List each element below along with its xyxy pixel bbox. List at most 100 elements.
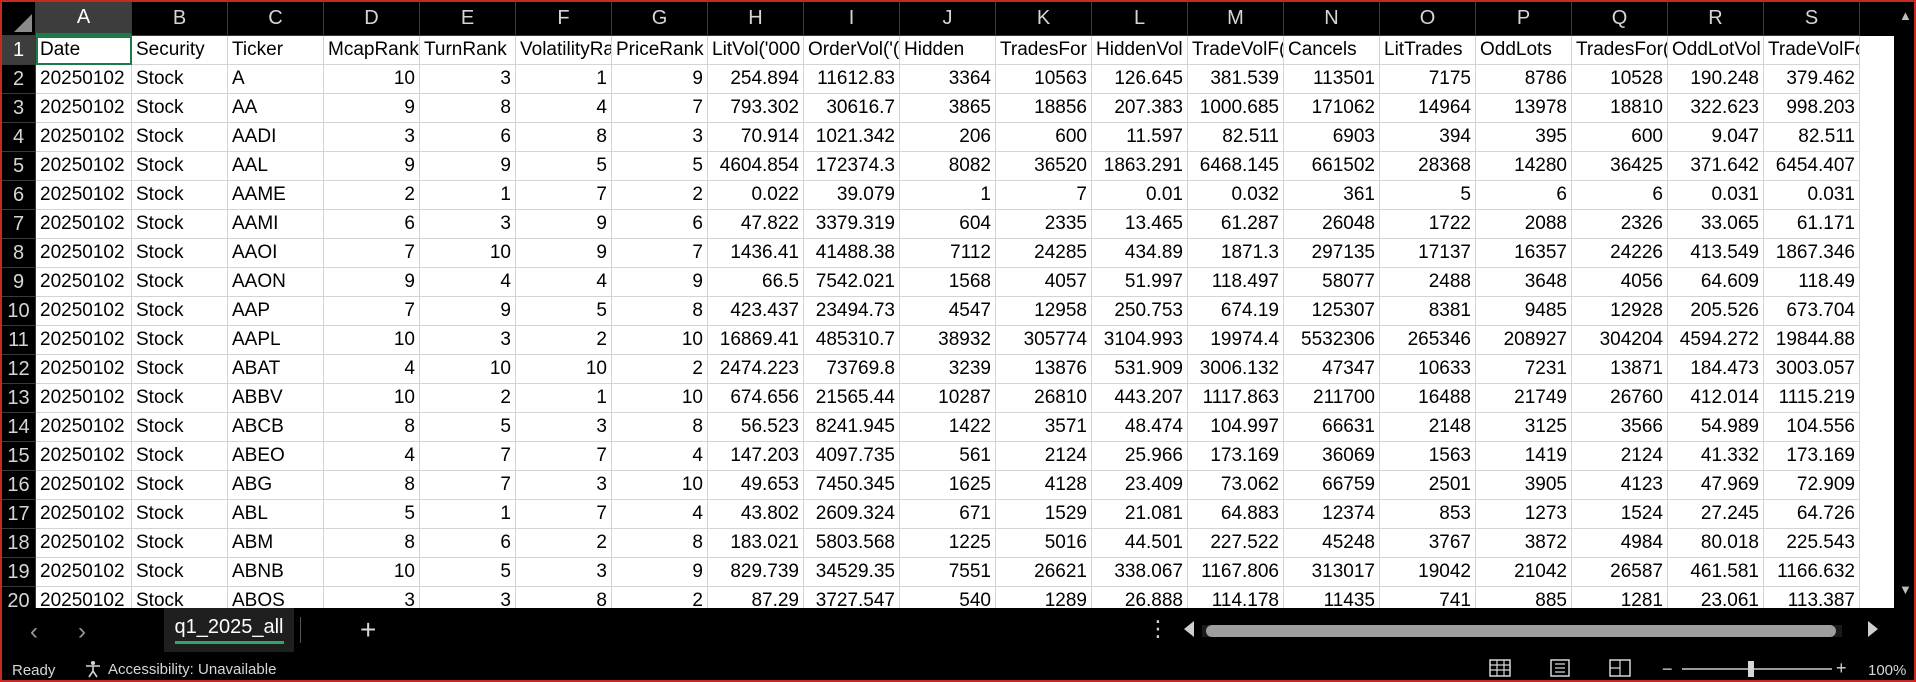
data-cell[interactable]: 8786 [1476,65,1572,94]
data-cell[interactable]: 3379.319 [804,210,900,239]
data-cell[interactable]: 0.022 [708,181,804,210]
data-cell[interactable]: 7 [516,181,612,210]
data-cell[interactable]: 395 [1476,123,1572,152]
header-cell[interactable]: LitTrades [1380,36,1476,65]
column-header-e[interactable]: E [420,2,516,36]
data-cell[interactable]: 3865 [900,94,996,123]
data-cell[interactable]: 5 [516,297,612,326]
row-header[interactable]: 10 [2,297,36,326]
data-cell[interactable]: 305774 [996,326,1092,355]
data-cell[interactable]: 2 [612,355,708,384]
data-cell[interactable]: 423.437 [708,297,804,326]
zoom-in-button[interactable]: + [1836,658,1847,678]
data-cell[interactable]: 43.802 [708,500,804,529]
data-cell[interactable]: 3 [324,587,420,608]
data-cell[interactable]: 113.387 [1764,587,1860,608]
data-cell[interactable]: 118.49 [1764,268,1860,297]
data-cell[interactable]: 413.549 [1668,239,1764,268]
data-cell[interactable]: 5 [420,413,516,442]
column-header-h[interactable]: H [708,2,804,36]
data-cell[interactable]: 10287 [900,384,996,413]
data-cell[interactable]: 7 [324,239,420,268]
data-cell[interactable]: 114.178 [1188,587,1284,608]
scroll-down-icon[interactable]: ▼ [1899,582,1912,597]
data-cell[interactable]: 9 [420,152,516,181]
data-cell[interactable]: Stock [132,210,228,239]
data-cell[interactable]: ABCB [228,413,324,442]
data-cell[interactable]: 7 [996,181,1092,210]
data-cell[interactable]: 9 [612,558,708,587]
data-cell[interactable]: 13.465 [1092,210,1188,239]
data-cell[interactable]: 20250102 [36,94,132,123]
data-cell[interactable]: 10 [324,384,420,413]
data-cell[interactable]: 19042 [1380,558,1476,587]
header-cell[interactable]: Cancels [1284,36,1380,65]
data-cell[interactable]: 338.067 [1092,558,1188,587]
column-header-m[interactable]: M [1188,2,1284,36]
row-header[interactable]: 20 [2,587,36,608]
data-cell[interactable]: 13871 [1572,355,1668,384]
header-cell[interactable]: Ticker [228,36,324,65]
data-cell[interactable]: 8 [612,413,708,442]
data-cell[interactable]: 24285 [996,239,1092,268]
data-cell[interactable]: 20250102 [36,152,132,181]
data-cell[interactable]: 66.5 [708,268,804,297]
data-cell[interactable]: 26810 [996,384,1092,413]
data-cell[interactable]: 147.203 [708,442,804,471]
data-cell[interactable]: 173.169 [1764,442,1860,471]
data-cell[interactable]: 1289 [996,587,1092,608]
data-cell[interactable]: 206 [900,123,996,152]
data-cell[interactable]: 126.645 [1092,65,1188,94]
data-cell[interactable]: 10 [612,471,708,500]
data-cell[interactable]: 2335 [996,210,1092,239]
data-cell[interactable]: 47347 [1284,355,1380,384]
data-cell[interactable]: 1021.342 [804,123,900,152]
data-cell[interactable]: 30616.7 [804,94,900,123]
column-header-j[interactable]: J [900,2,996,36]
row-header[interactable]: 14 [2,413,36,442]
data-cell[interactable]: 20250102 [36,471,132,500]
data-cell[interactable]: 10528 [1572,65,1668,94]
data-cell[interactable]: 1867.346 [1764,239,1860,268]
data-cell[interactable]: 2148 [1380,413,1476,442]
data-cell[interactable]: 9485 [1476,297,1572,326]
data-cell[interactable]: 1436.41 [708,239,804,268]
data-cell[interactable]: Stock [132,442,228,471]
data-cell[interactable]: 250.753 [1092,297,1188,326]
add-sheet-button[interactable]: + [360,614,377,645]
data-cell[interactable]: 7 [324,297,420,326]
data-cell[interactable]: Stock [132,384,228,413]
data-cell[interactable]: 1871.3 [1188,239,1284,268]
data-cell[interactable]: 4 [612,500,708,529]
data-cell[interactable]: 3364 [900,65,996,94]
header-cell[interactable]: TurnRank [420,36,516,65]
header-cell[interactable]: McapRank [324,36,420,65]
data-cell[interactable]: 8 [612,529,708,558]
data-cell[interactable]: 2501 [1380,471,1476,500]
data-cell[interactable]: 66631 [1284,413,1380,442]
data-cell[interactable]: 20250102 [36,442,132,471]
data-cell[interactable]: 17137 [1380,239,1476,268]
data-cell[interactable]: ABG [228,471,324,500]
row-header[interactable]: 3 [2,94,36,123]
data-cell[interactable]: Stock [132,94,228,123]
column-header-d[interactable]: D [324,2,420,36]
data-cell[interactable]: Stock [132,355,228,384]
data-cell[interactable]: 9 [324,94,420,123]
header-cell[interactable]: OrderVol('( [804,36,900,65]
data-cell[interactable]: 3104.993 [1092,326,1188,355]
data-cell[interactable]: AAOI [228,239,324,268]
data-cell[interactable]: 20250102 [36,558,132,587]
data-cell[interactable]: 674.656 [708,384,804,413]
data-cell[interactable]: 7542.021 [804,268,900,297]
data-cell[interactable]: 14280 [1476,152,1572,181]
data-cell[interactable]: Stock [132,152,228,181]
data-cell[interactable]: 6903 [1284,123,1380,152]
data-cell[interactable]: 61.287 [1188,210,1284,239]
data-cell[interactable]: 16357 [1476,239,1572,268]
data-cell[interactable]: 51.997 [1092,268,1188,297]
data-cell[interactable]: 313017 [1284,558,1380,587]
data-cell[interactable]: 4056 [1572,268,1668,297]
data-cell[interactable]: 4 [324,355,420,384]
data-cell[interactable]: 80.018 [1668,529,1764,558]
